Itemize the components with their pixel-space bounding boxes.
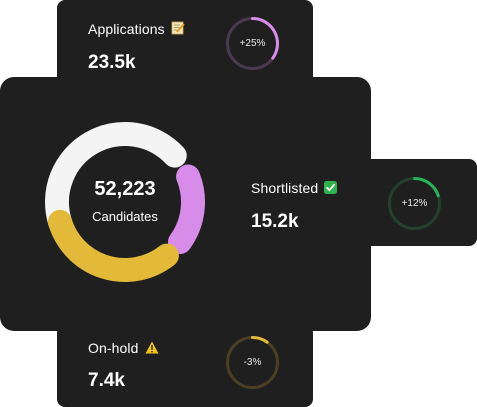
- warning-icon: [145, 341, 159, 357]
- on-hold-label-row: On-hold: [88, 340, 159, 357]
- shortlisted-value: 15.2k: [251, 211, 299, 232]
- applications-label-row: Applications: [88, 21, 185, 38]
- donut-segment-applications: [45, 122, 187, 234]
- on-hold-value: 7.4k: [88, 370, 125, 391]
- shortlisted-label: Shortlisted: [251, 180, 319, 196]
- total-candidates-label: Candidates: [92, 209, 158, 224]
- applications-label: Applications: [88, 21, 165, 37]
- on-hold-progress-ring: -3%: [224, 334, 281, 391]
- summary-card: 52,223 Candidates Shortlisted 15.2k: [0, 77, 371, 331]
- on-hold-card: On-hold 7.4k -3%: [57, 325, 313, 407]
- applications-card: Applications 23.5k +25%: [57, 0, 313, 92]
- memo-icon: [171, 21, 185, 38]
- shortlisted-card: +12%: [364, 159, 477, 246]
- on-hold-change: -3%: [243, 357, 262, 368]
- ring-progress-arc: [413, 177, 440, 198]
- donut-segment-on-hold: [47, 209, 179, 282]
- on-hold-label: On-hold: [88, 340, 139, 356]
- ring-progress-arc: [251, 17, 279, 60]
- shortlisted-change: +12%: [401, 198, 428, 209]
- ring-progress-arc: [251, 336, 269, 344]
- check-mark-button-icon: [324, 181, 338, 197]
- applications-change: +25%: [239, 38, 266, 49]
- donut-segment-shortlisted: [168, 164, 205, 254]
- candidates-donut-chart: [45, 122, 205, 282]
- total-candidates-value: 52,223: [94, 178, 156, 200]
- applications-progress-ring: +25%: [224, 15, 281, 72]
- shortlisted-label-row: Shortlisted: [251, 180, 338, 197]
- applications-value: 23.5k: [88, 52, 136, 73]
- shortlisted-progress-ring: +12%: [386, 175, 443, 232]
